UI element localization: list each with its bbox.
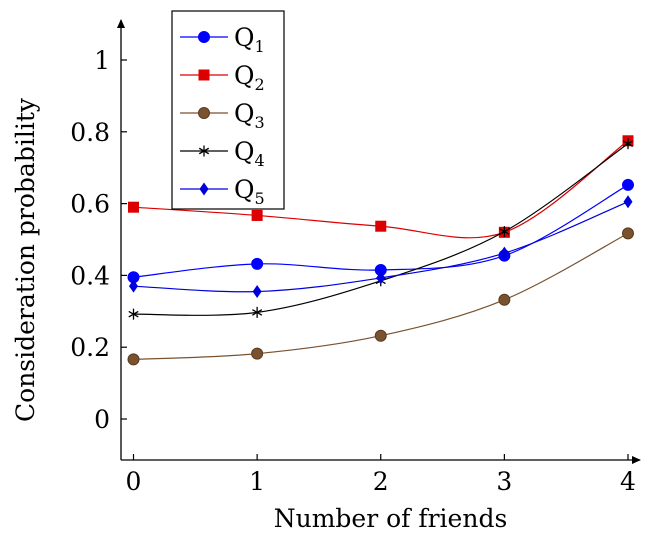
y-axis-title: Consideration probability: [11, 97, 40, 422]
data-point-q3: [498, 293, 511, 306]
data-point-q5: [252, 285, 262, 299]
data-point-q4: [622, 138, 634, 150]
x-tick-label: 3: [496, 467, 512, 496]
y-tick-label: 0.2: [70, 333, 110, 362]
data-point-q3: [127, 353, 140, 366]
data-point-q3: [251, 347, 264, 360]
legend-marker: [198, 31, 210, 43]
axes: 0 1 2 3 4 0 0.2 0.4 0.6 0.8 1: [70, 19, 641, 496]
data-point-q5: [623, 195, 633, 209]
series-layer: [127, 135, 634, 366]
x-tick-label: 4: [620, 467, 636, 496]
legend-box: [171, 10, 285, 210]
x-tick-label: 0: [126, 467, 142, 496]
data-point-q2: [128, 201, 139, 213]
legend-marker: [198, 107, 210, 119]
y-tick-label: 0: [94, 405, 110, 434]
y-tick-label: 0.6: [70, 190, 110, 219]
series-q5: [129, 195, 633, 299]
legend-marker: [198, 69, 210, 81]
x-tick-label: 2: [373, 467, 389, 496]
data-point-q4: [499, 226, 510, 238]
data-point-q5: [499, 246, 509, 260]
data-point-q3: [622, 227, 634, 240]
data-point-q3: [374, 329, 387, 342]
x-axis-title: Number of friends: [274, 504, 508, 533]
data-point-q2: [251, 209, 263, 221]
legend-marker: [199, 182, 209, 196]
x-tick-label: 1: [249, 467, 265, 496]
y-tick-label: 1: [94, 46, 110, 75]
data-point-q4: [128, 308, 139, 320]
series-q3: [127, 227, 634, 366]
data-point-q1: [622, 178, 634, 191]
data-point-q4: [252, 306, 263, 318]
data-point-q2: [375, 220, 387, 232]
data-point-q1: [251, 257, 264, 270]
data-point-q5: [129, 279, 138, 293]
y-tick-label: 0.8: [70, 118, 110, 147]
y-tick-label: 0.4: [70, 261, 110, 290]
data-point-q5: [376, 271, 386, 285]
legend-marker: [198, 145, 210, 157]
